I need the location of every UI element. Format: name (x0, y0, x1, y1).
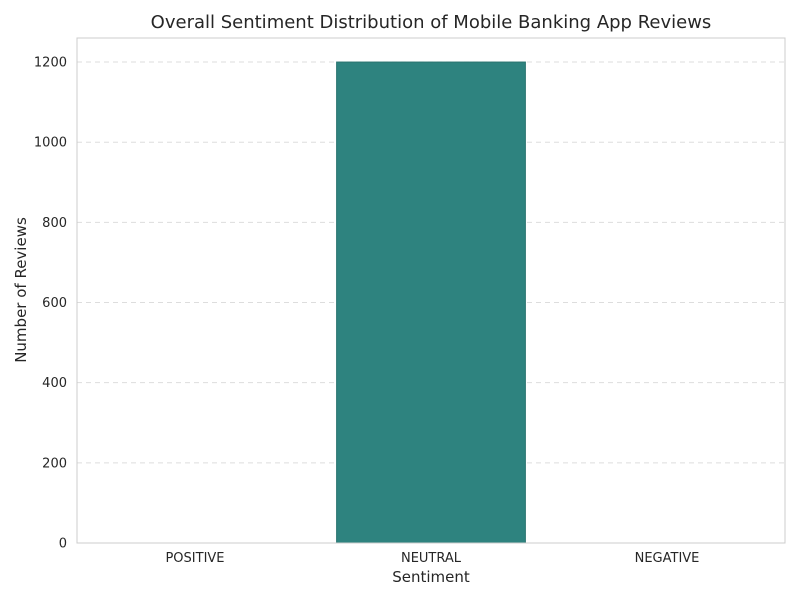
y-tick-label: 400 (42, 376, 67, 391)
y-tick-label: 1000 (34, 136, 67, 151)
x-tick-labels: POSITIVE NEUTRAL NEGATIVE (165, 551, 699, 566)
x-axis-label: Sentiment (392, 568, 470, 586)
y-tick-label: 600 (42, 296, 67, 311)
x-tick-label: POSITIVE (165, 551, 224, 566)
y-axis-label: Number of Reviews (12, 217, 30, 363)
bar-neutral (336, 61, 526, 544)
plot-frame (76, 37, 786, 544)
x-tick-label: NEUTRAL (401, 551, 462, 566)
y-tick-label: 0 (59, 537, 67, 552)
y-tick-label: 1200 (34, 56, 67, 71)
y-tick-label: 800 (42, 216, 67, 231)
bars (336, 61, 526, 544)
y-tick-labels: 0 200 400 600 800 1000 1200 (34, 56, 67, 552)
chart-title: Overall Sentiment Distribution of Mobile… (151, 12, 712, 33)
y-tick-label: 200 (42, 456, 67, 471)
x-tick-label: NEGATIVE (635, 551, 700, 566)
